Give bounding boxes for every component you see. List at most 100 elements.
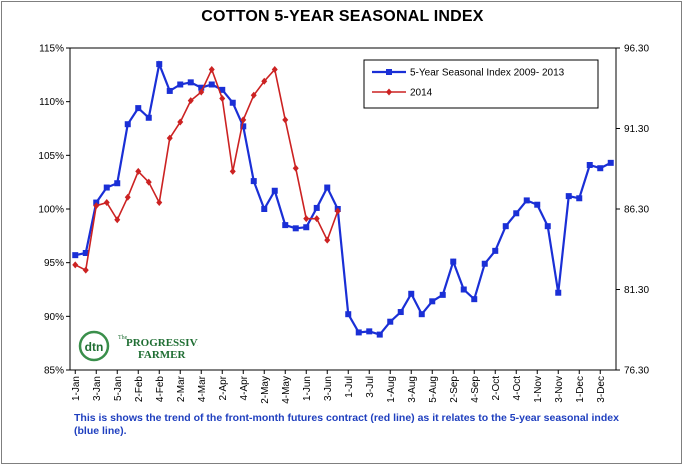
series-2014-point [313,215,320,223]
seasonal-index-point [471,296,478,303]
x-axis-tick-label: 4-Feb [155,376,166,403]
seasonal-index-point [555,289,562,296]
x-axis-tick-label: 3-Dec [596,376,607,403]
x-axis-tick-label: 1-Aug [386,376,397,403]
seasonal-index-point [250,178,257,185]
x-axis-tick-label: 1-Jul [344,376,355,398]
left-axis-tick-label: 110% [39,97,64,108]
dtn-progressive-farmer-logo: dtn The PROGRESSIVE FARMER [78,330,205,362]
series-2014-point [198,88,205,96]
x-axis-tick-label: 1-Dec [575,376,586,403]
seasonal-index-point [429,298,436,305]
left-axis-tick-label: 100% [38,205,64,216]
legend-marker-square [386,69,392,75]
series-2014-point [177,118,184,126]
left-axis-tick-label: 115% [39,44,64,55]
seasonal-index-point [135,105,142,112]
series-2014-point [93,202,100,210]
seasonal-index-point [376,331,383,338]
legend-label: 5-Year Seasonal Index 2009- 2013 [410,68,565,79]
series-2014-point [166,134,173,142]
seasonal-index-point [187,79,194,86]
series-2014-point [114,216,121,224]
seasonal-index-point [229,99,236,106]
right-axis-tick-label: 86.30 [624,205,649,216]
x-axis-tick-label: 4-Sep [470,376,481,403]
seasonal-index-point [261,206,268,212]
series-2014-point [250,91,257,99]
series-2014-point [261,77,268,85]
seasonal-index-point [366,328,373,335]
seasonal-index-point [460,286,467,293]
seasonal-index-point [72,252,79,259]
seasonal-index-point [576,195,583,202]
logo-line-2: PROGRESSIVE [126,337,198,349]
seasonal-index-point [324,184,331,191]
seasonal-index-point [166,87,173,94]
right-axis-tick-label: 81.30 [624,285,649,296]
seasonal-index-point [523,197,530,204]
seasonal-index-point [208,81,215,88]
seasonal-index-point [502,223,509,230]
seasonal-index-point [114,180,121,187]
series-2014-point [124,193,131,201]
x-axis-tick-label: 2-May [260,376,271,404]
series-2014-point [219,94,226,102]
seasonal-index-point [282,222,289,229]
series-2014-point [303,215,310,223]
series-2014-point [324,236,331,244]
seasonal-index-point [240,123,247,130]
left-axis-tick-label: 105% [38,151,64,162]
series-2014-point [156,199,163,207]
seasonal-index-point [450,258,457,265]
x-axis-tick-label: 2-Mar [176,375,187,402]
series-2014-point [135,167,142,175]
seasonal-index-point [355,329,362,336]
series-2014-point [103,199,110,207]
x-axis-tick-label: 3-Jan [92,376,103,401]
x-axis-tick-label: 2-Sep [449,376,460,403]
chart-caption: This is shows the trend of the front-mon… [74,412,619,437]
seasonal-index-point [597,165,604,172]
series-2014-point [145,178,152,186]
series-2014-point [240,116,247,124]
left-axis-tick-label: 90% [44,312,64,323]
series-2014-point [208,65,215,73]
seasonal-index-point [387,318,394,325]
left-axis-tick-label: 95% [44,258,64,269]
left-axis-tick-label: 85% [44,366,64,377]
x-axis-tick-label: 3-Nov [554,376,565,403]
series-2014-point [187,97,194,105]
dtn-logo-ring-icon [78,330,110,362]
seasonal-index-point [397,309,404,316]
seasonal-index-point [124,121,131,128]
seasonal-index-point [103,184,110,191]
series-line-seasonal-index [75,60,612,336]
seasonal-index-point [492,247,499,254]
series-2014-point [292,164,299,172]
series-2014-point [72,261,79,269]
seasonal-index-point [303,224,310,231]
seasonal-index-point [418,311,425,318]
right-axis-tick-label: 96.30 [624,44,649,55]
logo-line-1: The [118,335,128,341]
x-axis-tick-label: 4-Oct [512,376,523,401]
seasonal-index-point [82,250,89,257]
series-2014-point [229,167,236,175]
x-axis-tick-label: 4-Mar [197,375,208,402]
series-2014-point [271,65,278,73]
x-axis-tick-label: 1-Jan [71,376,82,401]
legend-box [363,59,599,109]
logo-line-3: FARMER [138,349,187,361]
seasonal-index-point [313,204,320,211]
x-axis-tick-label: 3-Aug [407,376,418,403]
x-axis-tick-label: 5-Jan [113,376,124,401]
x-axis-tick-label: 4-Apr [239,375,250,400]
chart-title: COTTON 5-YEAR SEASONAL INDEX [201,8,484,25]
series-2014-point [334,207,341,215]
seasonal-index-point [177,81,184,88]
right-axis-tick-label: 91.30 [624,124,649,135]
right-axis-tick-label: 76.30 [624,366,649,377]
x-axis-tick-label: 3-Jul [365,376,376,398]
